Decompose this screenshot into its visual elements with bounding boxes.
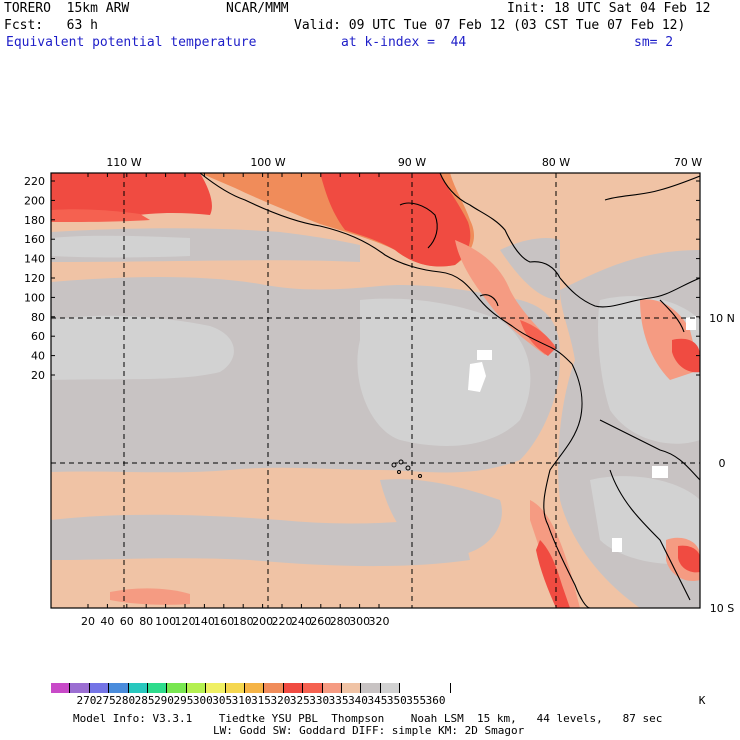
colorbar-swatch: [89, 683, 110, 693]
x-tick-label: 280: [330, 615, 351, 628]
level-label: at k-index = 44: [341, 35, 467, 50]
x-tick-label: 80: [139, 615, 153, 628]
colorbar-swatch: [186, 683, 207, 693]
x-tick-label: 240: [291, 615, 312, 628]
plot-frame: [50, 172, 701, 609]
model-title: TORERO 15km ARW: [4, 1, 130, 16]
longitude-label: 110 W: [106, 156, 141, 169]
latitude-label: 10 S: [710, 602, 734, 615]
y-tick-label: 220: [24, 175, 45, 188]
longitude-label: 90 W: [398, 156, 426, 169]
init-time: Init: 18 UTC Sat 04 Feb 12: [507, 1, 711, 16]
y-tick-label: 180: [24, 214, 45, 227]
valid-time: Valid: 09 UTC Tue 07 Feb 12 (03 CST Tue …: [294, 18, 686, 33]
colorbar-label: 320: [270, 694, 291, 707]
y-tick-label: 40: [31, 350, 45, 363]
physics-info: LW: Godd SW: Goddard DIFF: simple KM: 2D…: [213, 724, 525, 737]
colorbar-swatch: [206, 683, 226, 693]
y-tick-label: 140: [24, 253, 45, 266]
y-tick-label: 60: [31, 330, 45, 343]
colorbar-swatch: [322, 683, 342, 693]
x-tick-label: 260: [310, 615, 331, 628]
model-info: Model Info: V3.3.1 Tiedtke YSU PBL Thomp…: [73, 712, 663, 725]
x-tick-label: 200: [252, 615, 273, 628]
colorbar-label: 295: [173, 694, 194, 707]
longitude-label: 100 W: [250, 156, 285, 169]
x-tick-label: 120: [175, 615, 196, 628]
colorbar-swatch: [264, 683, 284, 693]
axis-ticks: [51, 173, 700, 608]
x-tick-label: 40: [100, 615, 114, 628]
latitude-label: 10 N: [709, 312, 735, 325]
colorbar-unit: K: [698, 694, 706, 707]
colorbar-swatch: [400, 683, 451, 693]
colorbar-swatch: [148, 683, 168, 693]
colorbar-label: 305: [212, 694, 233, 707]
colorbar-label: 280: [115, 694, 136, 707]
colorbar-swatch: [70, 683, 90, 693]
latitude-label: 0: [719, 457, 726, 470]
colorbar-swatch: [109, 683, 129, 693]
colorbar-label: 300: [192, 694, 213, 707]
colorbar-label: 285: [134, 694, 155, 707]
colorbar-swatch: [128, 683, 148, 693]
colorbar-label: 345: [367, 694, 388, 707]
colorbar-swatch: [167, 683, 187, 693]
x-tick-label: 20: [81, 615, 95, 628]
x-tick-label: 220: [272, 615, 293, 628]
colorbar-label: 360: [425, 694, 446, 707]
colorbar-label: 330: [309, 694, 330, 707]
x-tick-label: 140: [194, 615, 215, 628]
lat-lon-grid: [51, 173, 700, 608]
colorbar-swatch: [245, 683, 265, 693]
center-label: NCAR/MMM: [226, 1, 289, 16]
colorbar-swatch: [283, 683, 304, 693]
x-tick-label: 300: [349, 615, 370, 628]
colorbar-label: 310: [231, 694, 252, 707]
y-tick-label: 20: [31, 369, 45, 382]
colorbar-label: 350: [386, 694, 407, 707]
colorbar-label: 340: [348, 694, 368, 707]
colorbar-label: 355: [406, 694, 427, 707]
colorbar-swatch: [361, 683, 381, 693]
colorbar-swatch: [380, 683, 401, 693]
smoothing-label: sm= 2: [634, 35, 674, 50]
y-tick-label: 80: [31, 311, 45, 324]
colorbar-swatch: [342, 683, 362, 693]
colorbar-label: 290: [154, 694, 174, 707]
coastlines: [199, 173, 700, 608]
y-tick-label: 160: [24, 233, 45, 246]
y-tick-label: 100: [24, 291, 45, 304]
colorbar-label: 270: [76, 694, 97, 707]
theta-e-field: [51, 173, 700, 608]
longitude-label: 70 W: [674, 156, 702, 169]
colorbar-label: 315: [251, 694, 271, 707]
colorbar-swatch: [51, 683, 71, 693]
colorbar-label: 325: [289, 694, 310, 707]
y-tick-label: 120: [24, 272, 45, 285]
x-tick-label: 100: [155, 615, 176, 628]
colorbar-label: 335: [328, 694, 349, 707]
forecast-hour: Fcst: 63 h: [4, 18, 98, 33]
x-tick-label: 320: [369, 615, 390, 628]
colorbar-swatch: [225, 683, 245, 693]
y-tick-label: 200: [24, 194, 45, 207]
x-tick-label: 160: [213, 615, 234, 628]
field-name: Equivalent potential temperature: [6, 35, 257, 50]
x-tick-label: 180: [233, 615, 254, 628]
longitude-label: 80 W: [542, 156, 570, 169]
colorbar-swatch: [303, 683, 323, 693]
x-tick-label: 60: [120, 615, 134, 628]
colorbar-label: 275: [95, 694, 116, 707]
